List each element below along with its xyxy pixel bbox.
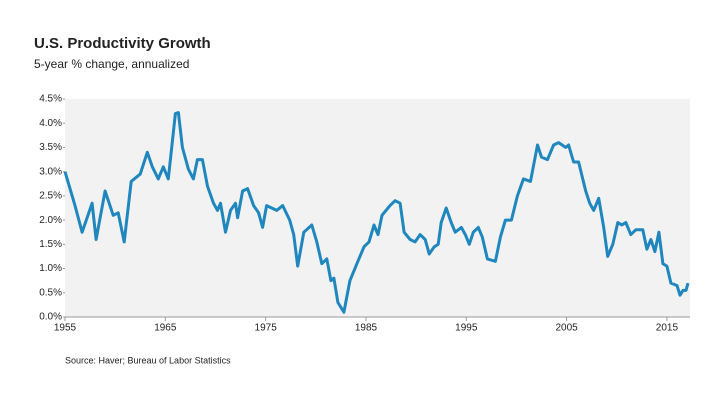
x-tick-label: 1955 [54, 323, 77, 334]
plot-background [65, 99, 690, 317]
y-tick-label: 0.0% [39, 312, 62, 323]
chart-title: U.S. Productivity Growth [34, 35, 211, 52]
y-tick-label: 1.0% [39, 263, 62, 274]
x-tick-label: 2015 [656, 323, 679, 334]
y-tick-label: 4.0% [39, 118, 62, 129]
data-line [63, 111, 690, 314]
source-note: Source: Haver; Bureau of Labor Statistic… [65, 355, 231, 365]
chart-subtitle: 5-year % change, annualized [34, 57, 189, 71]
x-tick-label: 2005 [555, 323, 578, 334]
y-tick-label: 0.5% [39, 287, 62, 298]
y-tick-label: 3.0% [39, 166, 62, 177]
x-tick-label: 1975 [255, 323, 278, 334]
x-tick-label: 1995 [455, 323, 478, 334]
y-tick-label: 3.5% [39, 142, 62, 153]
y-tick-label: 1.5% [39, 239, 62, 250]
x-tick-label: 1985 [355, 323, 378, 334]
x-tick-label: 1965 [154, 323, 177, 334]
y-tick-label: 2.0% [39, 215, 62, 226]
y-tick-label: 2.5% [39, 191, 62, 202]
y-tick-label: 4.5% [39, 94, 62, 105]
